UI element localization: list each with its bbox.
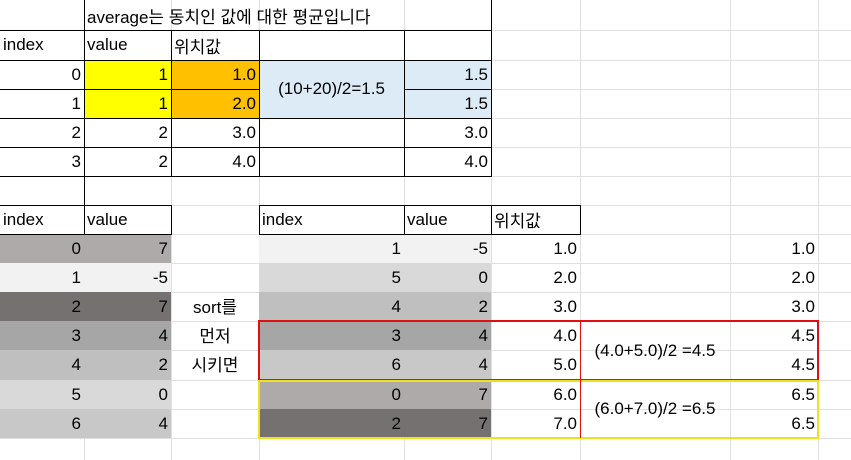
table-cell[interactable]: 7 <box>404 380 491 409</box>
table-cell[interactable]: 0 <box>71 64 81 84</box>
sort-note-line: sort를 <box>193 297 237 317</box>
table-cell[interactable]: 3.0 <box>553 296 577 316</box>
tie-group-yellow-box <box>258 380 819 439</box>
table-cell[interactable]: 2 <box>404 292 491 321</box>
table-cell[interactable]: 7 <box>84 234 171 263</box>
table-cell[interactable]: 1.5 <box>464 93 488 113</box>
table-cell[interactable]: 6.0 <box>553 384 577 404</box>
table-cell[interactable]: 2.0 <box>553 267 577 287</box>
top-note: average는 동치인 값에 대한 평균입니다 <box>87 7 371 27</box>
table-cell[interactable]: 1.0 <box>553 238 577 258</box>
table-cell[interactable]: 4.5 <box>791 325 815 345</box>
table-cell[interactable]: 4 <box>259 292 404 321</box>
table-cell[interactable]: 3.0 <box>232 122 256 142</box>
table-cell[interactable]: 0 <box>84 380 171 409</box>
table-cell[interactable]: 2 <box>259 409 404 438</box>
table-cell[interactable]: 6 <box>0 409 84 438</box>
table-cell[interactable]: 4.5 <box>791 355 815 374</box>
tie-group-red-box <box>258 320 819 381</box>
table-cell[interactable]: 2.0 <box>791 267 815 287</box>
table-cell[interactable]: 4 <box>84 409 171 438</box>
table-cell[interactable]: 1 <box>71 93 81 113</box>
table-cell[interactable]: 7 <box>84 292 171 321</box>
table-cell[interactable]: 4 <box>404 350 491 380</box>
table-cell[interactable]: 0 <box>404 263 491 292</box>
table-cell[interactable]: 4 <box>0 350 84 380</box>
table-cell[interactable]: 3.0 <box>464 122 488 142</box>
table-cell[interactable]: 4.0 <box>553 325 577 345</box>
sort-note-line: 시키면 <box>191 355 239 375</box>
table-cell[interactable]: 2 <box>158 122 168 142</box>
table-cell[interactable]: 3 <box>259 321 404 350</box>
table-cell[interactable]: -5 <box>84 263 171 292</box>
table-cell[interactable]: 1 <box>259 234 404 263</box>
table-cell[interactable]: 2 <box>84 350 171 380</box>
table-cell[interactable]: 2 <box>158 151 168 171</box>
table-cell[interactable]: 1 <box>0 263 84 292</box>
header-position: 위치값 <box>174 37 221 57</box>
table-cell[interactable]: 1.0 <box>232 64 256 84</box>
group-divider <box>580 321 581 438</box>
left-header-value: value <box>87 209 128 229</box>
table-cell[interactable]: 5.0 <box>553 355 577 374</box>
left-header-index: index <box>3 209 44 229</box>
table-cell[interactable]: 1.0 <box>791 238 815 258</box>
table-cell[interactable]: 1 <box>158 93 168 113</box>
table-cell[interactable]: 3.0 <box>791 296 815 316</box>
table-cell[interactable]: 6 <box>259 350 404 380</box>
sort-note-line: 먼저 <box>199 326 231 346</box>
table-cell[interactable]: 5 <box>0 380 84 409</box>
table-cell[interactable]: -5 <box>404 234 491 263</box>
sorted-header-value: value <box>407 209 448 229</box>
formula-fill-blue <box>259 60 404 118</box>
sorted-header-index: index <box>262 209 303 229</box>
table-cell[interactable]: 7 <box>404 409 491 438</box>
formula-top[interactable]: (10+20)/2=1.5 <box>278 79 385 98</box>
table-cell[interactable]: 0 <box>259 380 404 409</box>
header-value: value <box>87 35 128 54</box>
table-cell[interactable]: 2 <box>71 122 81 142</box>
table-cell[interactable]: 2 <box>0 292 84 321</box>
table-cell[interactable]: 4.0 <box>232 151 256 171</box>
sort-note: sort를 먼저 시키면 <box>171 292 259 380</box>
table-cell[interactable]: 1 <box>158 64 168 84</box>
table-cell[interactable]: 6.5 <box>791 413 815 433</box>
table-cell[interactable]: 7.0 <box>553 413 577 433</box>
table-cell[interactable]: 0 <box>0 234 84 263</box>
table-cell[interactable]: 4 <box>84 321 171 350</box>
table-cell[interactable]: 6.5 <box>791 384 815 404</box>
sorted-header-position: 위치값 <box>494 212 541 231</box>
table-cell[interactable]: 4.0 <box>464 151 488 171</box>
formula-red[interactable]: (4.0+5.0)/2 =4.5 <box>594 340 716 360</box>
table-cell[interactable]: 5 <box>259 263 404 292</box>
table-cell[interactable]: 3 <box>0 321 84 350</box>
table-cell[interactable]: 1.5 <box>464 64 488 84</box>
table-cell[interactable]: 4 <box>404 321 491 350</box>
header-index: index <box>3 35 44 54</box>
table-cell[interactable]: 2.0 <box>232 93 256 113</box>
table-cell[interactable]: 3 <box>71 151 81 171</box>
formula-yellow[interactable]: (6.0+7.0)/2 =6.5 <box>594 399 716 418</box>
